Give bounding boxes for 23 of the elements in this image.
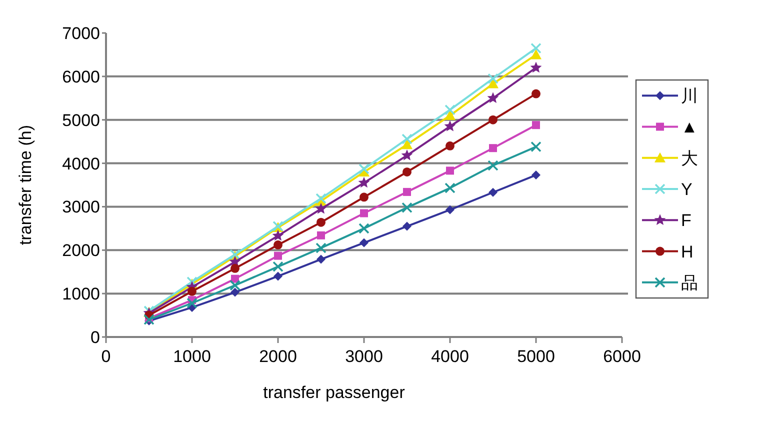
y-tick-label: 3000 [62, 198, 100, 217]
y-axis-title: transfer time (h) [16, 125, 35, 245]
y-tick-label: 1000 [62, 284, 100, 304]
x-tick-label: 2000 [259, 347, 297, 366]
y-tick-label: 2000 [62, 241, 100, 260]
legend-label: H [681, 242, 694, 262]
legend-label: 大 [681, 148, 698, 168]
x-tick-label: 3000 [345, 347, 383, 366]
x-tick-label: 6000 [603, 347, 641, 366]
y-tick-label: 7000 [62, 24, 100, 43]
y-tick-label: 5000 [62, 110, 100, 130]
legend-label: Y [681, 180, 692, 199]
legend-label: F [681, 211, 692, 230]
x-tick-label: 1000 [173, 347, 211, 366]
x-tick-label: 4000 [431, 347, 469, 366]
x-axis-title: transfer passenger [263, 383, 406, 402]
y-tick-label: 0 [90, 328, 100, 347]
legend-label: 川 [681, 86, 698, 106]
legend-label: 品 [681, 273, 698, 292]
y-tick-label: 4000 [62, 154, 100, 174]
x-tick-label: 5000 [517, 347, 555, 366]
y-tick-label: 6000 [62, 67, 100, 86]
legend-label: ▲ [681, 118, 698, 137]
